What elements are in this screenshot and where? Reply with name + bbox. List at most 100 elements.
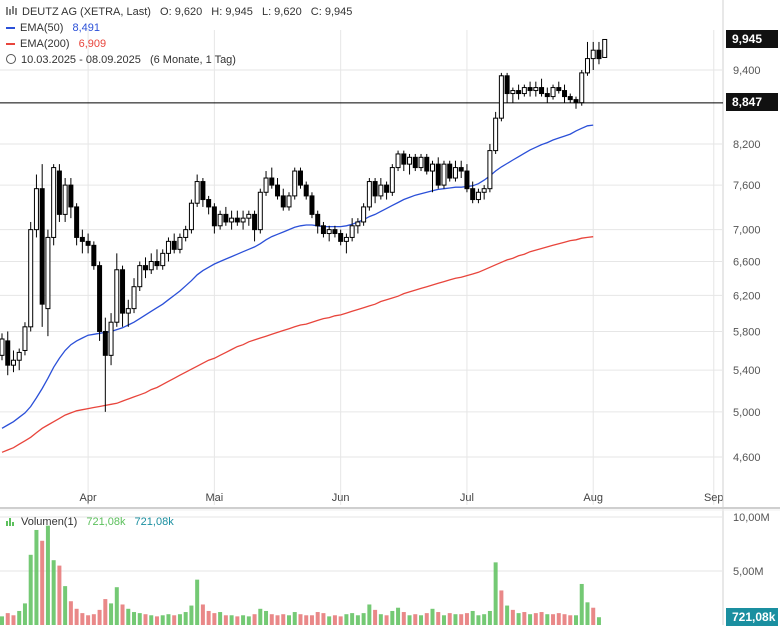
candle	[487, 143, 493, 193]
volume-bar	[287, 615, 291, 625]
candle	[0, 333, 5, 361]
y-tick-label: 9,400	[733, 65, 761, 77]
volume-bar	[258, 608, 263, 625]
ema200-legend[interactable]: EMA(200) 6,909	[6, 37, 106, 51]
volume-value-1: 721,08k	[86, 516, 126, 528]
candle	[188, 199, 194, 234]
volume-bar	[149, 615, 154, 625]
volume-bar	[327, 616, 332, 625]
volume-bar	[206, 610, 211, 625]
volume-bar	[579, 583, 584, 625]
candle	[183, 225, 189, 242]
candle-body	[332, 229, 338, 235]
candle-body	[206, 199, 212, 208]
candle-body	[395, 153, 401, 169]
candle-body	[223, 213, 229, 223]
candle-body	[246, 213, 252, 219]
candle-body	[378, 184, 384, 197]
ema50-swatch	[6, 27, 15, 30]
candle	[343, 233, 349, 254]
volume-bar	[200, 604, 205, 625]
candle	[533, 81, 539, 97]
candle	[498, 72, 504, 122]
volume-bar	[246, 616, 251, 625]
volume-bar	[281, 614, 286, 625]
candle-body	[527, 87, 533, 92]
volume-bar	[373, 609, 378, 625]
candle	[510, 87, 516, 103]
candle	[372, 178, 378, 204]
candle	[56, 164, 62, 222]
candle-body	[148, 261, 154, 271]
candle	[424, 153, 430, 175]
candle	[556, 81, 562, 94]
y-tick-label: 6,600	[733, 257, 761, 269]
volume-bar	[63, 586, 68, 625]
volume-bar	[126, 608, 131, 625]
volume-bar	[189, 605, 194, 625]
candle-body	[504, 75, 510, 95]
candle	[320, 221, 326, 238]
volume-bar	[315, 612, 320, 625]
candle-body	[441, 163, 447, 186]
candle	[165, 237, 171, 262]
volume-bar	[91, 614, 96, 625]
candle-body	[114, 269, 120, 323]
candle	[332, 225, 338, 238]
chart-type-icon[interactable]	[6, 6, 18, 16]
candle-body	[85, 240, 91, 246]
candle-body	[5, 340, 11, 366]
candle-body	[62, 184, 68, 215]
candle	[470, 181, 476, 204]
candle-body	[269, 177, 275, 186]
candle-body	[97, 265, 103, 332]
volume-bar	[533, 613, 538, 625]
candle-body	[326, 229, 332, 235]
candle	[602, 38, 608, 58]
volume-bar	[596, 617, 601, 625]
volume-bar	[585, 602, 590, 625]
candle-body	[412, 156, 418, 169]
volume-bar	[407, 615, 412, 625]
candle-body	[263, 177, 269, 193]
candle	[562, 84, 568, 103]
candle	[475, 188, 481, 204]
volume-bar	[556, 613, 561, 625]
candle-body	[389, 167, 395, 193]
open-value: O: 9,620	[160, 6, 203, 18]
candle-body	[91, 244, 97, 267]
volume-bar	[40, 540, 45, 625]
volume-bar	[436, 612, 441, 625]
candle	[137, 261, 143, 292]
volume-bar	[447, 613, 452, 625]
volume-bar	[97, 609, 102, 625]
candle	[441, 160, 447, 189]
ema50-legend[interactable]: EMA(50) 8,491	[6, 21, 100, 35]
candle	[200, 178, 206, 207]
volume-bar	[441, 615, 446, 625]
candle-body	[79, 236, 85, 242]
y-tick-label: 5,000	[733, 407, 761, 419]
candle	[303, 181, 309, 200]
volume-bar	[453, 614, 458, 625]
volume-legend[interactable]: Volumen(1) 721,08k 721,08k	[6, 516, 174, 528]
volume-bar	[166, 614, 171, 625]
candle	[108, 313, 114, 366]
candle-body	[556, 87, 562, 92]
candle	[338, 229, 344, 246]
candle	[62, 178, 68, 222]
candle	[234, 210, 240, 226]
candle	[91, 241, 97, 270]
candle-body	[303, 184, 309, 197]
volume-bar	[332, 615, 337, 625]
candle	[378, 178, 384, 200]
volume-bar	[574, 615, 578, 625]
candle-body	[510, 90, 516, 95]
candle-body	[229, 217, 235, 223]
volume-bar	[223, 615, 228, 625]
ema200-line	[1, 236, 594, 453]
volume-value-2: 721,08k	[134, 516, 174, 528]
candle	[309, 192, 315, 219]
candle-body	[240, 217, 246, 223]
